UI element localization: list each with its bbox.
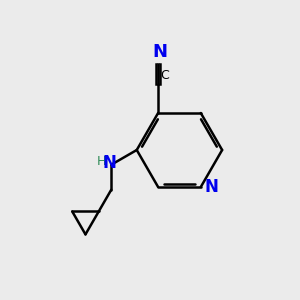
Text: N: N [204, 178, 218, 196]
Text: C: C [160, 69, 169, 82]
Text: N: N [103, 154, 117, 172]
Text: H: H [97, 155, 106, 168]
Text: N: N [152, 44, 167, 62]
